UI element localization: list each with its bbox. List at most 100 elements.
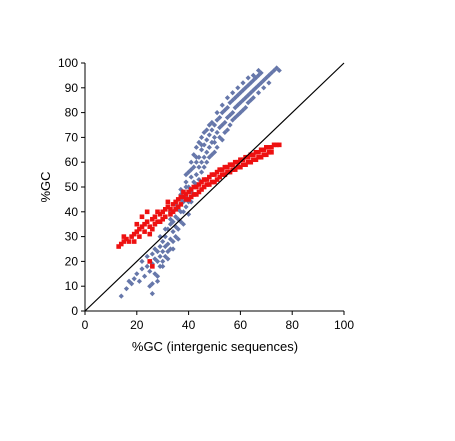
square-point xyxy=(196,182,202,187)
square-point xyxy=(245,154,251,160)
square-point xyxy=(258,154,264,160)
diamond-point xyxy=(227,112,233,118)
square-point xyxy=(253,149,259,155)
diamond-point xyxy=(261,77,267,83)
diamond-point xyxy=(157,243,163,250)
x-tick-label: 80 xyxy=(286,318,300,332)
diamond-point xyxy=(206,144,212,150)
diamond-point xyxy=(276,67,282,74)
diamond-point xyxy=(235,112,241,118)
square-point xyxy=(150,264,155,269)
square-point xyxy=(142,221,147,227)
diamond-point xyxy=(170,238,176,245)
x-tick-label: 20 xyxy=(130,318,144,332)
square-point xyxy=(274,142,279,148)
square-point xyxy=(186,189,191,195)
square-point xyxy=(134,221,140,227)
diamond-point xyxy=(183,204,189,210)
x-tick-label: 60 xyxy=(234,318,248,332)
diamond-point xyxy=(250,72,256,78)
diamond-point xyxy=(217,114,223,121)
square-point xyxy=(253,157,259,163)
square-point xyxy=(175,204,181,210)
square-point xyxy=(251,157,256,163)
square-point xyxy=(243,162,248,167)
diamond-point xyxy=(204,137,210,143)
diamond-point xyxy=(188,159,194,165)
square-point xyxy=(181,189,186,195)
diamond-point xyxy=(209,152,215,158)
diamond-point xyxy=(209,127,215,133)
square-point xyxy=(276,142,282,148)
diamond-point xyxy=(222,119,228,126)
square-point xyxy=(248,159,254,165)
square-point xyxy=(232,159,238,165)
square-point xyxy=(266,149,272,155)
square-point xyxy=(219,167,225,172)
square-point xyxy=(129,234,134,239)
square-point xyxy=(131,231,137,237)
square-point xyxy=(256,154,261,160)
square-point xyxy=(261,147,267,153)
diamond-point xyxy=(160,248,166,255)
square-point xyxy=(121,234,127,239)
diamond-point xyxy=(154,273,161,279)
diamond-point xyxy=(147,283,153,289)
square-point xyxy=(183,192,189,197)
diamond-point xyxy=(245,100,251,106)
x-tick-labels: 0 20 40 60 80 100 xyxy=(82,318,355,332)
square-point xyxy=(175,197,181,202)
y-tick-label: 60 xyxy=(65,155,79,169)
diamond-point xyxy=(149,251,155,257)
square-point xyxy=(142,229,147,234)
diamond-point xyxy=(183,184,189,190)
diamond-point xyxy=(180,209,187,215)
diamond-point xyxy=(255,82,262,88)
diamond-point xyxy=(129,281,135,287)
diamond-point xyxy=(157,253,163,260)
square-point xyxy=(188,187,194,192)
diamond-point xyxy=(242,105,249,111)
square-point xyxy=(217,174,222,180)
square-point xyxy=(178,194,184,200)
diamond-point xyxy=(193,172,199,178)
diamond-point xyxy=(211,134,218,140)
diamond-point xyxy=(123,286,130,292)
square-point xyxy=(207,182,212,187)
diamond-point xyxy=(268,70,275,76)
diamond-point xyxy=(214,110,220,116)
square-point xyxy=(160,209,165,215)
x-tick-label: 0 xyxy=(82,318,89,332)
square-point xyxy=(225,169,230,175)
diamond-point xyxy=(183,172,189,178)
diamond-point xyxy=(134,271,140,277)
square-point xyxy=(209,179,215,185)
diamond-point xyxy=(219,102,225,108)
square-point xyxy=(118,241,124,247)
square-point xyxy=(201,177,207,182)
diamond-point xyxy=(211,139,218,145)
y-tick-label: 100 xyxy=(58,56,78,70)
square-point xyxy=(248,152,254,158)
diamond-point xyxy=(170,229,176,235)
square-point xyxy=(139,224,145,229)
diamond-point xyxy=(204,127,210,133)
square-point xyxy=(155,209,160,215)
diamond-point xyxy=(211,122,218,128)
y-tick-label: 50 xyxy=(65,180,79,194)
square-point xyxy=(191,184,197,190)
square-point xyxy=(152,221,158,227)
square-point xyxy=(204,182,210,187)
square-point xyxy=(165,199,171,205)
diamond-point xyxy=(170,246,176,252)
diamond-point xyxy=(266,80,272,86)
diamond-point xyxy=(141,273,148,279)
diamond-point xyxy=(149,291,155,297)
diamond-point xyxy=(198,142,205,148)
square-point xyxy=(266,145,272,150)
diamond-point xyxy=(144,263,150,269)
square-point xyxy=(196,189,202,195)
diamond-point xyxy=(165,256,171,262)
square-point xyxy=(269,145,274,150)
square-point xyxy=(258,147,264,153)
